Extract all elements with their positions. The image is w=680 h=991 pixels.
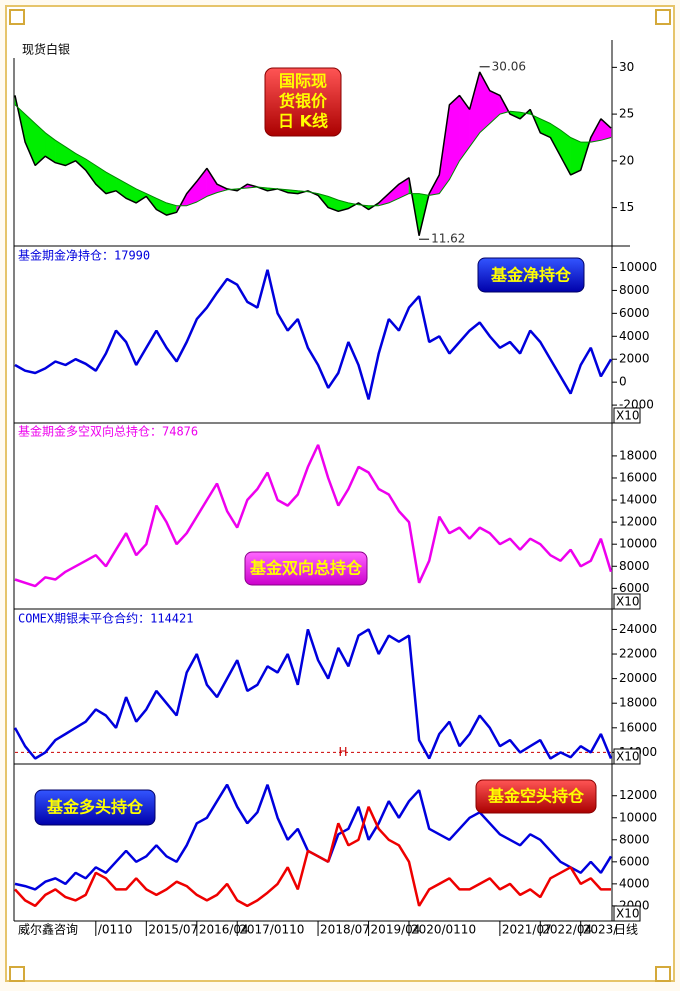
series-line [14,806,611,907]
x-tick-label: /0110 [98,923,133,937]
ma-fill [570,137,581,176]
y-tick-label: 8000 [619,832,650,846]
legend-label: 基金双向总持仓 [249,559,363,578]
multiplier-note: X10 [616,595,640,609]
annotation: 11.62 [431,232,465,246]
y-tick-label: 24000 [619,622,657,636]
multiplier-box [613,593,641,610]
y-tick-label: 14000 [619,493,657,507]
panel-title: 基金期金多空双向总持仓：74876 [18,424,198,439]
reference-label: H [338,745,347,759]
y-tick-label: 18000 [619,696,657,710]
y-tick-label: 16000 [619,470,657,484]
y-tick-label: 18000 [619,448,657,462]
multiplier-note: X10 [616,409,640,423]
series-line [14,104,612,207]
multiplier-note: X10 [616,907,640,921]
series-line [13,628,613,760]
y-tick-label: 30 [619,60,634,74]
y-tick-label: 8000 [619,559,650,573]
y-tick-label: 20000 [619,671,657,685]
y-tick-label: 10000 [619,260,657,274]
series-badge [475,779,597,814]
series-line [14,269,613,400]
series-line [14,444,613,588]
x-tick-label: 2019/04 [371,923,421,937]
y-tick-label: 2000 [619,352,650,366]
y-tick-label: 22000 [619,647,657,661]
multiplier-box [613,905,641,922]
y-tick-label: 12000 [619,788,657,802]
y-tick-label: 20 [619,153,634,167]
x-tick-label: 2023/ [583,923,619,937]
y-tick-label: 10000 [619,537,657,551]
series-badge [244,551,368,586]
series-badge [477,257,585,293]
y-tick-label: 12000 [619,515,657,529]
y-tick-label: 10000 [619,810,657,824]
y-tick-label: 8000 [619,283,650,297]
multiplier-box [613,407,641,424]
panel-frame [13,40,640,922]
y-tick-label: 15 [619,200,634,214]
y-tick-label: 4000 [619,876,650,890]
x-tick-label: 2022/04 [542,923,592,937]
x-tick-label: 2018/07 [320,923,370,937]
x-tick-label: 2016/04 [199,923,249,937]
legend-label: 基金多头持仓 [46,798,144,817]
y-tick-label: 16000 [619,720,657,734]
period-label: 日线 [614,923,638,937]
panel-label: 现货白银 [22,42,70,57]
x-tick-label: 2020/0110 [411,923,476,937]
title-line: 日 K线 [278,112,328,131]
series-badge [34,789,156,826]
y-tick-label: 6000 [619,306,650,320]
title-badge [264,67,342,137]
legend-label: 基金空头持仓 [487,787,585,806]
panel-title: 基金期金净持仓：17990 [18,248,150,263]
y-tick-label: 6000 [619,854,650,868]
x-tick-label: 2017/0110 [239,923,304,937]
title-line: 货银价 [279,92,328,111]
source-label: 威尔鑫咨询 [18,922,78,937]
panel-title: COMEX期银未平仓合约：114421 [18,611,193,626]
x-tick-label: 2021/07 [502,923,552,937]
x-tick-label: 2015/07 [148,923,198,937]
annotation: 30.06 [492,59,526,73]
y-tick-label: 4000 [619,329,650,343]
y-tick-label: 25 [619,107,634,121]
corner-ornaments [9,9,671,982]
multiplier-box [613,748,641,765]
title-line: 国际现 [279,72,327,91]
y-tick-label: 6000 [619,581,650,595]
multiplier-note: X10 [616,750,640,764]
y-tick-label: 0 [619,375,627,389]
legend-label: 基金净持仓 [490,266,572,285]
